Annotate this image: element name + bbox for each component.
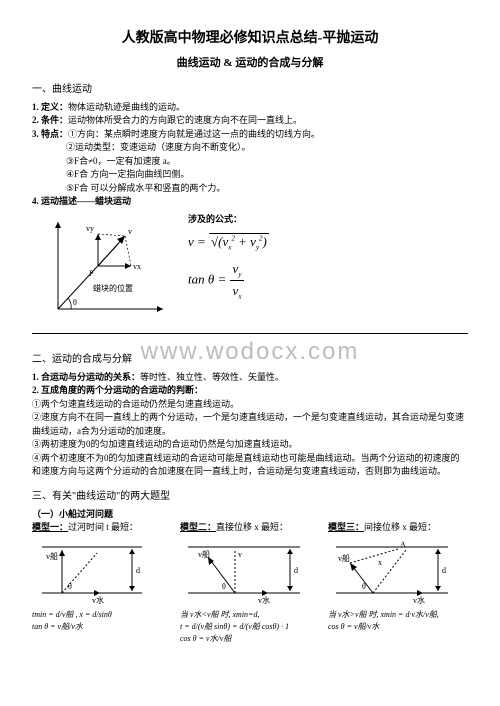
d1-caption: 蜡块的位置 <box>93 283 133 293</box>
model3-diagram: v船 v水 θ d A x <box>328 535 458 605</box>
m3-d: d <box>442 566 446 575</box>
wax-block-diagram: vy v P vx θ 蜡块的位置 <box>32 213 174 325</box>
s1-p3b: ②运动类型：变速运动（速度方向不断变化）。 <box>32 141 468 155</box>
s1-p3: 3. 特点：①方向：某点瞬时速度方向就是通过这一点的曲线的切线方向。 <box>32 128 468 142</box>
m2-vchuan: v船 <box>198 549 210 559</box>
m2-f1: 当 v水<v船 时, xmin=d, <box>180 609 320 621</box>
s1-p3d: ④F合 方向一定指向曲线凹侧。 <box>32 168 468 182</box>
s2-p2d: ④两个初速度不为0的匀加速直线运动的合运动可能是直线运动也可能是曲线运动。当两个… <box>32 452 468 479</box>
s3-sub1: （一）小船过河问题 <box>32 508 468 522</box>
m1-f2: tan θ = v船/v水 <box>32 621 172 633</box>
m3-desc: 间接位移 x 最短： <box>364 522 436 532</box>
formula-label: 涉及的公式： <box>188 213 468 227</box>
m1-theta: θ <box>68 582 72 591</box>
m3-A: A <box>400 540 406 549</box>
s2-p1-text: 等时性、独立性、等效性、矢量性。 <box>140 372 284 382</box>
s1-p3a: ①方向：某点瞬时速度方向就是通过这一点的曲线的切线方向。 <box>68 129 320 139</box>
model-1: 模型一：过河时间 t 最短： v船 v水 θ d tmin = d/v船 , x… <box>32 521 172 645</box>
d1-theta-label: θ <box>73 298 77 307</box>
m2-theta: θ <box>222 582 226 591</box>
s2-p1: 1. 合运动与分运动的关系：等时性、独立性、等效性、矢量性。 <box>32 371 468 385</box>
m1-label: 模型一： <box>32 522 68 532</box>
divider-1 <box>32 333 468 334</box>
s1-p1-text: 物体运动轨迹是曲线的运动。 <box>68 102 185 112</box>
s1-p4-label: 4. 运动描述——蜡块运动 <box>32 195 468 209</box>
s1-p3e: ⑤F合 可以分解成水平和竖直的两个力。 <box>32 182 468 196</box>
m3-x: x <box>378 558 382 567</box>
s1-p3-label: 3. 特点： <box>32 129 68 139</box>
m2-desc: 直接位移 x 最短： <box>216 522 288 532</box>
d1-vx-label: vx <box>133 262 141 271</box>
m3-vchuan: v船 <box>338 553 350 563</box>
s1-p2-label: 2. 条件： <box>32 115 68 125</box>
model-2: 模型二：直接位移 x 最短： v船 v水 θ d v 当 v水<v船 时, xm… <box>180 521 320 645</box>
m1-d: d <box>136 566 140 575</box>
m2-d: d <box>294 566 298 575</box>
m2-f3: cos θ = v水/v船 <box>180 633 320 645</box>
doc-title: 人教版高中物理必修知识点总结-平抛运动 <box>32 28 468 49</box>
d1-v-label: v <box>128 227 132 236</box>
s1-p2-text: 运动物体所受合力的方向跟它的速度方向不在同一直线上。 <box>68 115 302 125</box>
m2-vshui: v水 <box>258 595 270 605</box>
m3-label: 模型三： <box>328 522 364 532</box>
d1-p-label: P <box>89 269 94 278</box>
doc-subtitle: 曲线运动 & 运动的合成与分解 <box>32 55 468 72</box>
s1-p1: 1. 定义：物体运动轨迹是曲线的运动。 <box>32 101 468 115</box>
m3-f1: 当 v水>v船 时, xmin = d·v水/v船, <box>328 609 468 621</box>
formula-v: v = √(vx2 + vy2) <box>188 232 468 253</box>
m2-label: 模型二： <box>180 522 216 532</box>
m3-theta: θ <box>362 582 366 591</box>
s2-p2c: ③两初速度为0的匀加速直线运动的合运动仍然是匀加速直线运动。 <box>32 438 468 452</box>
model-3: 模型三：间接位移 x 最短： v船 v水 θ d A x 当 v水>v船 时, … <box>328 521 468 645</box>
s2-p2a: ①两个匀速直线运动的合运动仍然是匀速直线运动。 <box>32 398 468 412</box>
s2-p2b: ②速度方向不在同一直线上的两个分运动，一个是匀速直线运动，一个是匀变速直线运动，… <box>32 411 468 438</box>
section-3-head: 三、有关"曲线运动"的两大题型 <box>32 489 468 504</box>
m2-v: v <box>238 550 242 559</box>
section-2-head: 二、运动的合成与分解 <box>32 352 468 367</box>
model2-diagram: v船 v水 θ d v <box>180 535 310 605</box>
model1-diagram: v船 v水 θ d <box>32 535 152 605</box>
formula-tan: tan θ = vyvx <box>188 259 468 302</box>
s2-p1-label: 1. 合运动与分运动的关系： <box>32 372 140 382</box>
m1-vchuan: v船 <box>46 551 58 561</box>
m1-vshui: v水 <box>92 595 104 605</box>
m1-desc: 过河时间 t 最短： <box>68 522 138 532</box>
m1-f1: tmin = d/v船 , x = d/sinθ <box>32 609 172 621</box>
d1-vy-label: vy <box>86 224 94 233</box>
s2-p2-label: 2. 互成角度的两个分运动的合运动的判断： <box>32 384 468 398</box>
m2-f2: t = d/(v船 sinθ) = d/(v船 cosθ) · 1 <box>180 621 320 633</box>
s1-p3c: ③F合≠0，一定有加速度 a。 <box>32 155 468 169</box>
section-1-head: 一、曲线运动 <box>32 82 468 97</box>
m3-f2: cos θ = v船/v水 <box>328 621 468 633</box>
s1-p2: 2. 条件：运动物体所受合力的方向跟它的速度方向不在同一直线上。 <box>32 114 468 128</box>
m3-vshui: v水 <box>413 595 425 605</box>
s1-p1-label: 1. 定义： <box>32 102 68 112</box>
